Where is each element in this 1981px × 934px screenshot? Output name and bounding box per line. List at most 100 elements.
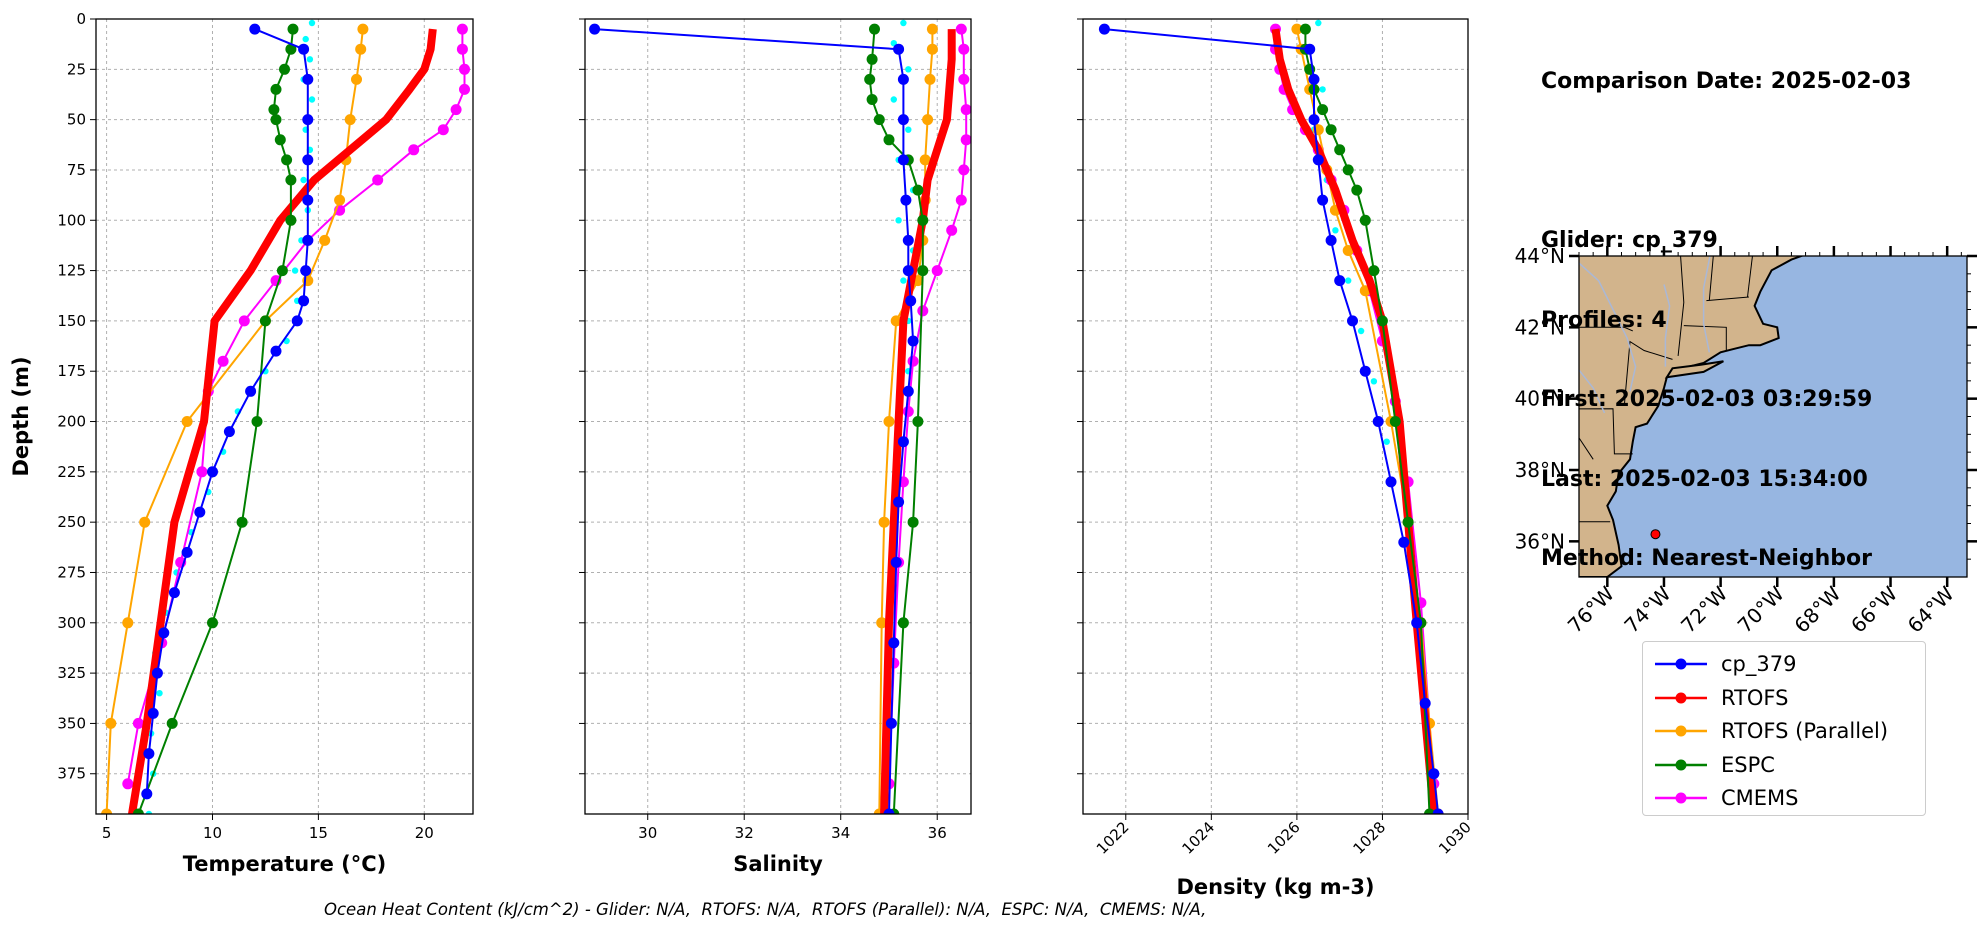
- data-point: [895, 217, 902, 224]
- legend-item: RTOFS: [1653, 681, 1788, 715]
- y-axis-label: Depth (m): [9, 356, 33, 476]
- data-point: [270, 114, 282, 126]
- y-tick-label: 200: [57, 413, 86, 431]
- legend-item: RTOFS (Parallel): [1653, 714, 1888, 748]
- data-point: [302, 234, 314, 246]
- data-point: [139, 516, 151, 528]
- y-tick-label: 75: [67, 161, 86, 179]
- data-point: [291, 267, 299, 274]
- data-point: [306, 56, 314, 63]
- series-cmems: [122, 23, 470, 790]
- data-point: [1359, 365, 1371, 377]
- data-point: [1428, 768, 1440, 780]
- data-point: [1299, 23, 1311, 35]
- data-point: [357, 23, 369, 35]
- x-tick-label: 1028: [1350, 818, 1390, 858]
- data-point: [105, 717, 117, 729]
- x-axis-label: Density (kg m-3): [1176, 875, 1374, 899]
- data-point: [285, 43, 297, 55]
- state-border: [1683, 325, 1727, 351]
- ocean-heat-content-footer: Ocean Heat Content (kJ/cm^2) - Glider: N…: [324, 900, 1207, 919]
- data-point: [955, 23, 967, 35]
- data-point: [456, 43, 468, 55]
- x-tick-label: 1024: [1178, 818, 1218, 858]
- data-point: [902, 234, 914, 246]
- data-point: [946, 224, 958, 236]
- data-point: [268, 104, 280, 116]
- data-point: [912, 416, 924, 427]
- data-point: [924, 73, 936, 85]
- data-point: [885, 717, 897, 729]
- series-line: [1271, 28, 1438, 814]
- data-point: [1098, 23, 1110, 35]
- data-point: [958, 43, 970, 55]
- data-point: [917, 214, 929, 226]
- data-point: [890, 96, 897, 103]
- series-rtofs: [880, 29, 956, 814]
- state-border: [1706, 296, 1749, 302]
- data-point: [300, 176, 307, 184]
- data-point: [873, 114, 885, 126]
- data-point: [101, 808, 113, 814]
- data-point: [876, 617, 888, 629]
- data-point: [270, 345, 282, 357]
- data-point: [931, 265, 943, 277]
- data-point: [302, 35, 309, 43]
- data-point: [1342, 245, 1354, 256]
- data-point: [893, 43, 905, 55]
- y-tick-label: 325: [57, 664, 86, 682]
- y-tick-label: 275: [57, 563, 86, 581]
- data-point: [300, 265, 312, 277]
- data-point: [1342, 164, 1354, 176]
- data-point: [866, 53, 878, 65]
- data-point: [158, 627, 170, 639]
- series-espc: [132, 23, 299, 814]
- data-point: [459, 63, 470, 75]
- series-cp-379-raw: [1306, 19, 1438, 798]
- series-cp-379: [1098, 23, 1444, 814]
- data-point: [285, 214, 297, 226]
- data-point: [902, 385, 914, 397]
- data-point: [1402, 516, 1414, 528]
- y-tick-label: 175: [57, 362, 86, 380]
- state-border: [1677, 256, 1685, 356]
- series-cp-379: [589, 23, 919, 814]
- x-tick-label: 34: [831, 824, 850, 842]
- data-point: [926, 43, 938, 55]
- series-line: [888, 28, 968, 784]
- data-point: [245, 385, 257, 397]
- data-point: [1398, 536, 1410, 548]
- data-point: [308, 96, 316, 103]
- legend-label: cp_379: [1721, 652, 1797, 676]
- data-point: [902, 406, 914, 417]
- data-point: [132, 717, 144, 729]
- y-tick-label: 225: [57, 463, 86, 481]
- data-point: [922, 114, 934, 126]
- data-point: [302, 114, 314, 126]
- data-point: [864, 73, 876, 85]
- plot-area: [1098, 19, 1444, 814]
- data-point: [279, 63, 290, 75]
- comparison-date: Comparison Date: 2025-02-03: [1541, 69, 1912, 94]
- salinity-panel: 30 32 34 36 Salinity: [579, 18, 972, 876]
- data-point: [143, 748, 155, 760]
- data-point: [1376, 315, 1388, 327]
- data-point: [897, 617, 909, 629]
- river: [1702, 256, 1711, 353]
- series-rtofs: [1271, 28, 1438, 814]
- data-point: [1411, 617, 1423, 629]
- data-point: [249, 23, 261, 35]
- data-point: [900, 19, 907, 27]
- data-point: [897, 73, 909, 85]
- series-line: [126, 29, 466, 784]
- series-cmems: [1270, 23, 1440, 790]
- data-point: [869, 23, 880, 35]
- state-border: [1747, 256, 1753, 298]
- data-point: [308, 19, 316, 27]
- data-point: [351, 73, 362, 85]
- glider-location-marker: [1650, 529, 1661, 540]
- series-line: [1274, 29, 1435, 784]
- data-point: [181, 416, 193, 427]
- data-point: [274, 134, 286, 146]
- data-point: [878, 516, 890, 528]
